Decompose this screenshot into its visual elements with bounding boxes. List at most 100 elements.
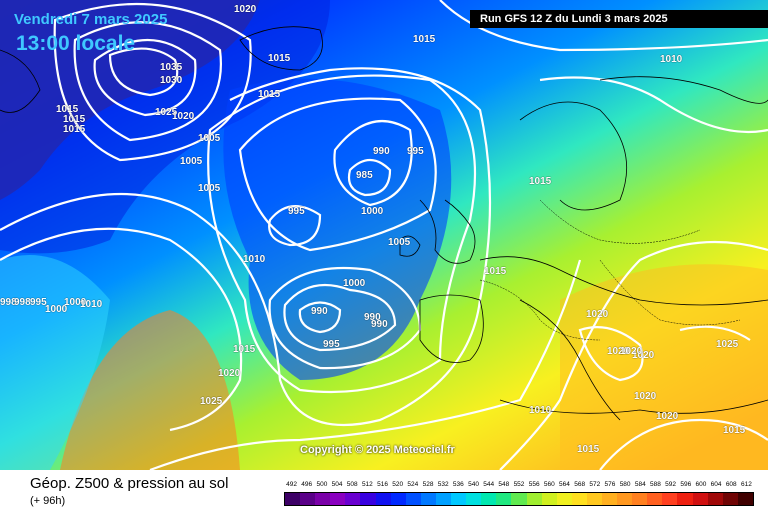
isobar (268, 205, 322, 247)
scale-swatch (511, 493, 527, 505)
deep-blue-region (0, 0, 330, 254)
isobar (108, 47, 179, 97)
isobar-label: 1015 (529, 176, 552, 187)
weather-map: Vendredi 7 mars 2025 13:00 locale Run GF… (0, 0, 768, 470)
scale-swatch (632, 493, 648, 505)
scale-swatch (481, 493, 497, 505)
scale-tick-label: 540 (468, 481, 479, 488)
scale-tick-label: 496 (301, 481, 313, 488)
scale-swatch (556, 493, 572, 505)
scale-swatch (601, 493, 618, 505)
isobar (333, 120, 413, 207)
isobar-label: 1000 (64, 297, 87, 308)
isobar-label: 1015 (577, 444, 600, 455)
scale-tick-label: 556 (528, 481, 540, 488)
coastline (519, 101, 628, 211)
isobar (0, 227, 243, 432)
isobar (0, 67, 492, 427)
isobar-label: 1015 (258, 89, 281, 100)
isobar-label: 1005 (198, 133, 221, 144)
isobar-label: 1010 (529, 405, 552, 416)
coastline (479, 256, 768, 306)
scale-tick-label: 560 (543, 481, 555, 488)
map-parameter-title: Géop. Z500 & pression au sol (30, 475, 229, 492)
isobar (578, 326, 644, 382)
scale-tick-label: 576 (604, 481, 616, 488)
isobar-label: 1020 (586, 309, 609, 320)
isobar-label: 1005 (388, 237, 411, 248)
coastline (519, 299, 621, 421)
forecast-time: 13:00 locale (16, 32, 136, 55)
scale-tick-label: 492 (286, 481, 298, 488)
scale-swatch (496, 493, 512, 505)
coastline (599, 76, 768, 104)
isobar-label: 998 (0, 297, 17, 308)
isobar (73, 21, 222, 142)
isobar-label: 990 (373, 146, 390, 157)
border (599, 259, 741, 326)
scale-tick-label: 564 (559, 481, 570, 488)
isobar-label: 1015 (56, 104, 79, 115)
isobar-label: 990 (364, 312, 381, 323)
isobar-label: 1020 (607, 346, 630, 357)
isobar-label: 1000 (45, 304, 68, 315)
forecast-lead-time: (+ 96h) (30, 495, 66, 507)
scale-swatch (315, 493, 331, 505)
scale-swatch (345, 493, 361, 505)
scale-swatch (677, 493, 693, 505)
scale-swatch (571, 493, 587, 505)
isobar-label: 1020 (632, 350, 655, 361)
isobar-label: 995 (288, 206, 305, 217)
isobar-label: 995 (323, 339, 340, 350)
isobar-label: 1010 (660, 54, 683, 65)
isobar (539, 76, 768, 134)
scale-swatch (420, 493, 436, 505)
scale-swatch (330, 493, 346, 505)
isobar-label: 1025 (155, 107, 178, 118)
isobar (283, 283, 397, 352)
scale-tick-label: 608 (725, 481, 737, 488)
isobar (93, 39, 197, 117)
scale-swatch (466, 493, 482, 505)
border (539, 199, 701, 244)
isobar (298, 301, 342, 334)
scale-swatch (586, 493, 602, 505)
model-run-label: Run GFS 12 Z du Lundi 3 mars 2025 (470, 10, 768, 28)
scale-tick-label: 528 (422, 481, 434, 488)
scale-swatch (390, 493, 406, 505)
isobar-label: 1020 (656, 411, 679, 422)
map-canvas (0, 0, 768, 470)
isobar-label: 998 (14, 297, 31, 308)
coastline (0, 49, 41, 113)
copyright-text: Copyright © 2025 Meteociel.fr (300, 444, 455, 456)
isobar-label: 1000 (343, 278, 366, 289)
scale-tick-label: 508 (346, 481, 358, 488)
scale-swatch (662, 493, 678, 505)
coastline (499, 399, 768, 414)
isobar-label: 990 (311, 306, 328, 317)
warm-se-region (560, 264, 768, 470)
scale-swatch (285, 493, 301, 505)
coastline (239, 26, 323, 71)
isobar (207, 74, 477, 394)
isobars (0, 0, 768, 470)
isobar-label: 985 (356, 170, 373, 181)
color-scale-labels: 492 496 500 504 508 512 516 520 524 528 532 536 540 5… (284, 481, 754, 491)
scale-swatch (435, 493, 452, 505)
scale-swatch (300, 493, 316, 505)
forecast-date: Vendredi 7 mars 2025 (14, 11, 168, 28)
scale-swatch (617, 493, 633, 505)
isobar (499, 240, 768, 470)
isobar-label: 1020 (218, 368, 241, 379)
isobar-label: 1015 (723, 425, 746, 436)
isobar-label: 995 (30, 297, 47, 308)
scale-tick-label: 568 (574, 481, 586, 488)
isobar-label: 1005 (198, 183, 221, 194)
isobar-label: 1020 (634, 391, 657, 402)
isobar (679, 325, 751, 341)
isobar-label: 995 (407, 146, 424, 157)
isobar-label: 1010 (80, 299, 103, 310)
scale-swatch (692, 493, 708, 505)
scale-tick-label: 552 (513, 481, 525, 488)
scale-swatch (707, 493, 723, 505)
